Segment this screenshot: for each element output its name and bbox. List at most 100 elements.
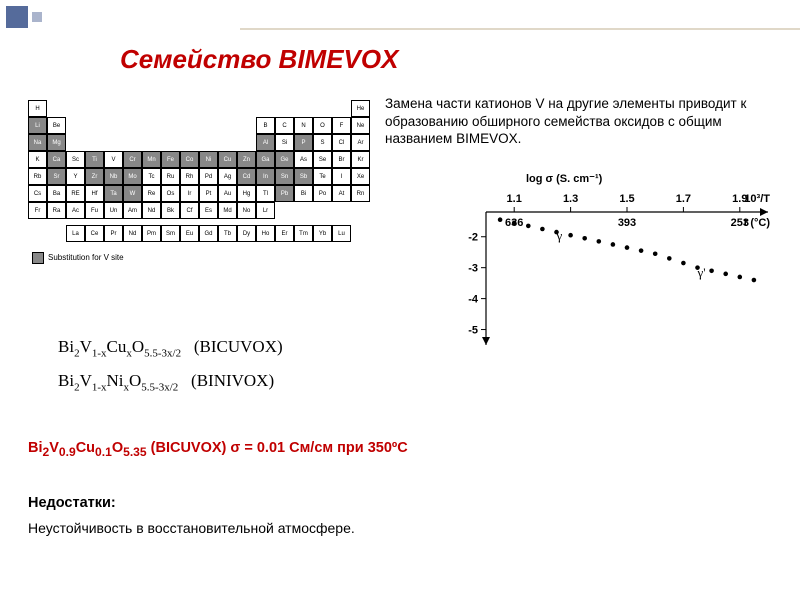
element-cell: B xyxy=(256,117,275,134)
result-text: (BICUVOX) σ = 0.01 См/см при 350ºС xyxy=(147,440,408,456)
element-cell: Ho xyxy=(256,225,275,242)
element-cell: Pd xyxy=(199,168,218,185)
svg-text:log σ (S. cm⁻¹): log σ (S. cm⁻¹) xyxy=(526,173,603,185)
element-cell: Nd xyxy=(142,202,161,219)
element-cell: K xyxy=(28,151,47,168)
result-line: Bi2V0.9Cu0.1O5.35 (BICUVOX) σ = 0.01 См/… xyxy=(28,440,408,459)
element-cell: Cf xyxy=(180,202,199,219)
svg-text:γ': γ' xyxy=(697,265,706,280)
element-cell: Ti xyxy=(85,151,104,168)
formula-binivox: Bi2V1-xNixO5.5-3x/2 (BINIVOX) xyxy=(58,364,283,398)
svg-text:-5: -5 xyxy=(468,325,478,337)
element-cell: Kr xyxy=(351,151,370,168)
element-cell: Nd xyxy=(123,225,142,242)
element-cell: Rb xyxy=(28,168,47,185)
element-cell: Li xyxy=(28,117,47,134)
element-cell: Rn xyxy=(351,185,370,202)
element-cell: Zn xyxy=(237,151,256,168)
element-cell: Yb xyxy=(313,225,332,242)
element-cell: Xe xyxy=(351,168,370,185)
element-cell: Co xyxy=(180,151,199,168)
element-cell: Cu xyxy=(218,151,237,168)
element-cell: Un xyxy=(104,202,123,219)
formula-name: (BICUVOX) xyxy=(194,337,283,356)
element-cell: Pb xyxy=(275,185,294,202)
element-cell: Gd xyxy=(199,225,218,242)
slide-title: Семейство BIMEVOX xyxy=(120,44,398,75)
element-cell: Fe xyxy=(161,151,180,168)
formula-name: (BINIVOX) xyxy=(191,371,274,390)
element-cell: Rh xyxy=(180,168,199,185)
element-cell: Cr xyxy=(123,151,142,168)
element-cell: Pt xyxy=(199,185,218,202)
element-cell: Na xyxy=(28,134,47,151)
element-cell: Sc xyxy=(66,151,85,168)
element-cell: Ge xyxy=(275,151,294,168)
element-cell: Md xyxy=(218,202,237,219)
element-cell: Sb xyxy=(294,168,313,185)
element-cell: Bi xyxy=(294,185,313,202)
element-cell: In xyxy=(256,168,275,185)
element-cell: Al xyxy=(256,134,275,151)
deco-square-small xyxy=(32,12,42,22)
element-cell: As xyxy=(294,151,313,168)
svg-text:1.1: 1.1 xyxy=(507,193,522,205)
element-cell: H xyxy=(28,100,47,117)
element-cell: Lr xyxy=(256,202,275,219)
element-cell: Pr xyxy=(104,225,123,242)
element-cell: Bk xyxy=(161,202,180,219)
element-cell: Tl xyxy=(256,185,275,202)
element-cell: Tc xyxy=(142,168,161,185)
element-cell: I xyxy=(332,168,351,185)
element-cell: Ni xyxy=(199,151,218,168)
element-cell: Ra xyxy=(47,202,66,219)
disadvantage-heading: Недостатки: xyxy=(28,495,116,511)
element-cell: Es xyxy=(199,202,218,219)
element-cell: Am xyxy=(123,202,142,219)
corner-decoration xyxy=(6,6,42,28)
element-cell: Ne xyxy=(351,117,370,134)
element-cell: At xyxy=(332,185,351,202)
element-cell: Si xyxy=(275,134,294,151)
formula-block: Bi2V1-xCuxO5.5-3x/2 (BICUVOX) Bi2V1-xNix… xyxy=(58,330,283,399)
element-cell: RE xyxy=(66,185,85,202)
element-cell: Sm xyxy=(161,225,180,242)
element-cell: Ir xyxy=(180,185,199,202)
element-cell: Mo xyxy=(123,168,142,185)
formula-bicuvox: Bi2V1-xCuxO5.5-3x/2 (BICUVOX) xyxy=(58,330,283,364)
element-cell: Cl xyxy=(332,134,351,151)
element-cell: C xyxy=(275,117,294,134)
svg-text:1.7: 1.7 xyxy=(676,193,691,205)
element-cell: Pm xyxy=(142,225,161,242)
periodic-legend: Substitution for V site xyxy=(32,252,373,264)
element-cell: Tb xyxy=(218,225,237,242)
element-cell: V xyxy=(104,151,123,168)
element-cell: Ce xyxy=(85,225,104,242)
element-cell: Cs xyxy=(28,185,47,202)
svg-text:-4: -4 xyxy=(468,294,479,306)
element-cell: Po xyxy=(313,185,332,202)
element-cell: Fu xyxy=(85,202,104,219)
svg-text:1.5: 1.5 xyxy=(619,193,634,205)
element-cell: Er xyxy=(275,225,294,242)
element-cell: Se xyxy=(313,151,332,168)
element-cell: Ba xyxy=(47,185,66,202)
element-cell: Eu xyxy=(180,225,199,242)
element-cell: Ac xyxy=(66,202,85,219)
element-cell: Tm xyxy=(294,225,313,242)
svg-text:-3: -3 xyxy=(468,263,478,275)
element-cell: Zr xyxy=(85,168,104,185)
element-cell: No xyxy=(237,202,256,219)
element-cell: W xyxy=(123,185,142,202)
element-cell: Br xyxy=(332,151,351,168)
element-cell: Ta xyxy=(104,185,123,202)
svg-text:1.3: 1.3 xyxy=(563,193,578,205)
deco-square-large xyxy=(6,6,28,28)
element-cell: S xyxy=(313,134,332,151)
element-cell: Nb xyxy=(104,168,123,185)
element-cell: Mn xyxy=(142,151,161,168)
element-cell: Au xyxy=(218,185,237,202)
element-cell: Hf xyxy=(85,185,104,202)
element-cell: Te xyxy=(313,168,332,185)
element-cell: Mg xyxy=(47,134,66,151)
